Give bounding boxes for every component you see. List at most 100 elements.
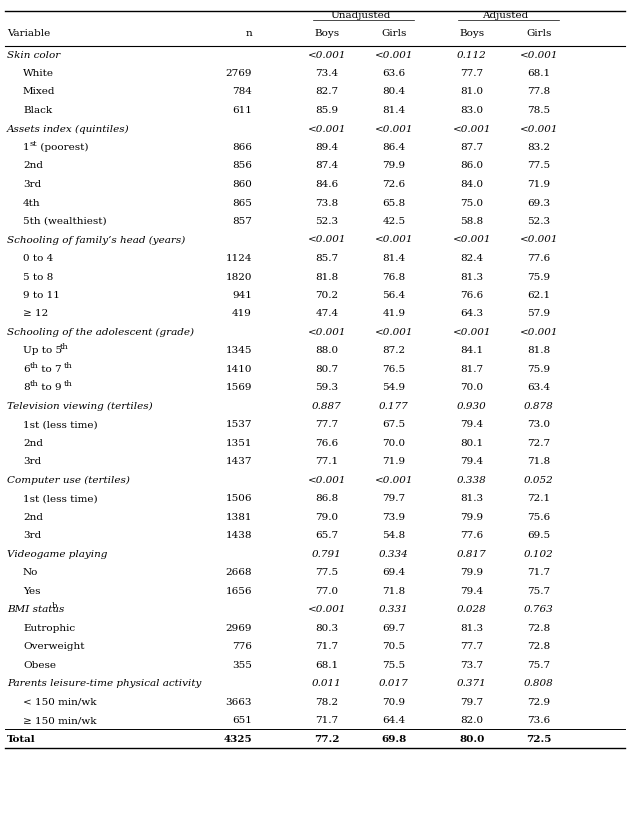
- Text: 81.7: 81.7: [461, 364, 483, 373]
- Text: 1st (less time): 1st (less time): [23, 494, 97, 503]
- Text: 71.9: 71.9: [382, 457, 406, 466]
- Text: 0.102: 0.102: [524, 550, 554, 559]
- Text: 81.3: 81.3: [461, 623, 483, 632]
- Text: 72.8: 72.8: [528, 642, 550, 651]
- Text: Mixed: Mixed: [23, 88, 56, 97]
- Text: 776: 776: [232, 642, 252, 651]
- Text: 77.8: 77.8: [528, 88, 550, 97]
- Text: 79.4: 79.4: [461, 420, 483, 429]
- Text: 1506: 1506: [226, 494, 252, 503]
- Text: 63.4: 63.4: [528, 383, 550, 392]
- Text: <0.001: <0.001: [308, 604, 346, 613]
- Text: 80.7: 80.7: [315, 364, 339, 373]
- Text: 75.6: 75.6: [528, 513, 550, 522]
- Text: 8: 8: [23, 383, 30, 392]
- Text: < 150 min/wk: < 150 min/wk: [23, 697, 97, 706]
- Text: 1569: 1569: [226, 383, 252, 392]
- Text: Yes: Yes: [23, 586, 40, 595]
- Text: 0 to 4: 0 to 4: [23, 254, 53, 263]
- Text: 1438: 1438: [226, 531, 252, 540]
- Text: 88.0: 88.0: [315, 346, 339, 355]
- Text: 77.2: 77.2: [314, 734, 340, 743]
- Text: 58.8: 58.8: [461, 217, 483, 226]
- Text: 0.177: 0.177: [379, 401, 409, 410]
- Text: 9 to 11: 9 to 11: [23, 291, 60, 300]
- Text: 81.4: 81.4: [382, 106, 406, 115]
- Text: <0.001: <0.001: [375, 475, 413, 484]
- Text: Boys: Boys: [315, 29, 339, 38]
- Text: Girls: Girls: [526, 29, 552, 38]
- Text: Videogame playing: Videogame playing: [7, 550, 107, 559]
- Text: 79.4: 79.4: [461, 586, 483, 595]
- Text: 76.5: 76.5: [382, 364, 406, 373]
- Text: 1124: 1124: [226, 254, 252, 263]
- Text: ≥ 12: ≥ 12: [23, 309, 48, 318]
- Text: 71.7: 71.7: [528, 568, 550, 577]
- Text: Skin color: Skin color: [7, 51, 60, 60]
- Text: n: n: [245, 29, 252, 38]
- Text: th: th: [60, 343, 69, 351]
- Text: 0.331: 0.331: [379, 604, 409, 613]
- Text: 2nd: 2nd: [23, 161, 43, 170]
- Text: 41.9: 41.9: [382, 309, 406, 318]
- Text: 71.8: 71.8: [382, 586, 406, 595]
- Text: 72.7: 72.7: [528, 438, 550, 447]
- Text: 79.9: 79.9: [382, 161, 406, 170]
- Text: 419: 419: [232, 309, 252, 318]
- Text: 77.5: 77.5: [315, 568, 339, 577]
- Text: 67.5: 67.5: [382, 420, 406, 429]
- Text: 941: 941: [232, 291, 252, 300]
- Text: 0.878: 0.878: [524, 401, 554, 410]
- Text: No: No: [23, 568, 39, 577]
- Text: 81.3: 81.3: [461, 272, 483, 281]
- Text: 52.3: 52.3: [528, 217, 550, 226]
- Text: 856: 856: [232, 161, 252, 170]
- Text: 5 to 8: 5 to 8: [23, 272, 53, 281]
- Text: 2nd: 2nd: [23, 438, 43, 447]
- Text: 73.8: 73.8: [315, 198, 339, 207]
- Text: 3rd: 3rd: [23, 180, 41, 188]
- Text: 0.338: 0.338: [457, 475, 487, 484]
- Text: 81.3: 81.3: [461, 494, 483, 503]
- Text: 85.9: 85.9: [315, 106, 339, 115]
- Text: 82.0: 82.0: [461, 716, 483, 725]
- Text: 81.8: 81.8: [528, 346, 550, 355]
- Text: 79.7: 79.7: [382, 494, 406, 503]
- Text: 611: 611: [232, 106, 252, 115]
- Text: th: th: [64, 361, 73, 369]
- Text: 72.9: 72.9: [528, 697, 550, 706]
- Text: <0.001: <0.001: [520, 328, 558, 337]
- Text: 0.334: 0.334: [379, 550, 409, 559]
- Text: 0.887: 0.887: [312, 401, 342, 410]
- Text: 47.4: 47.4: [315, 309, 339, 318]
- Text: 75.7: 75.7: [528, 660, 550, 669]
- Text: 79.9: 79.9: [461, 568, 483, 577]
- Text: 70.2: 70.2: [315, 291, 339, 300]
- Text: 54.9: 54.9: [382, 383, 406, 392]
- Text: 54.8: 54.8: [382, 531, 406, 540]
- Text: <0.001: <0.001: [520, 124, 558, 133]
- Text: 83.0: 83.0: [461, 106, 483, 115]
- Text: 0.011: 0.011: [312, 679, 342, 688]
- Text: White: White: [23, 69, 54, 78]
- Text: 3rd: 3rd: [23, 457, 41, 466]
- Text: 80.4: 80.4: [382, 88, 406, 97]
- Text: 69.3: 69.3: [528, 198, 550, 207]
- Text: 75.5: 75.5: [382, 660, 406, 669]
- Text: <0.001: <0.001: [453, 328, 491, 337]
- Text: 72.1: 72.1: [528, 494, 550, 503]
- Text: <0.001: <0.001: [375, 235, 413, 244]
- Text: 69.7: 69.7: [382, 623, 406, 632]
- Text: 70.0: 70.0: [382, 438, 406, 447]
- Text: 64.4: 64.4: [382, 716, 406, 725]
- Text: 87.2: 87.2: [382, 346, 406, 355]
- Text: Obese: Obese: [23, 660, 56, 669]
- Text: 77.6: 77.6: [528, 254, 550, 263]
- Text: 73.6: 73.6: [528, 716, 550, 725]
- Text: 68.1: 68.1: [315, 660, 339, 669]
- Text: 72.8: 72.8: [528, 623, 550, 632]
- Text: 77.6: 77.6: [461, 531, 483, 540]
- Text: 72.5: 72.5: [526, 734, 552, 743]
- Text: <0.001: <0.001: [453, 124, 491, 133]
- Text: <0.001: <0.001: [375, 328, 413, 337]
